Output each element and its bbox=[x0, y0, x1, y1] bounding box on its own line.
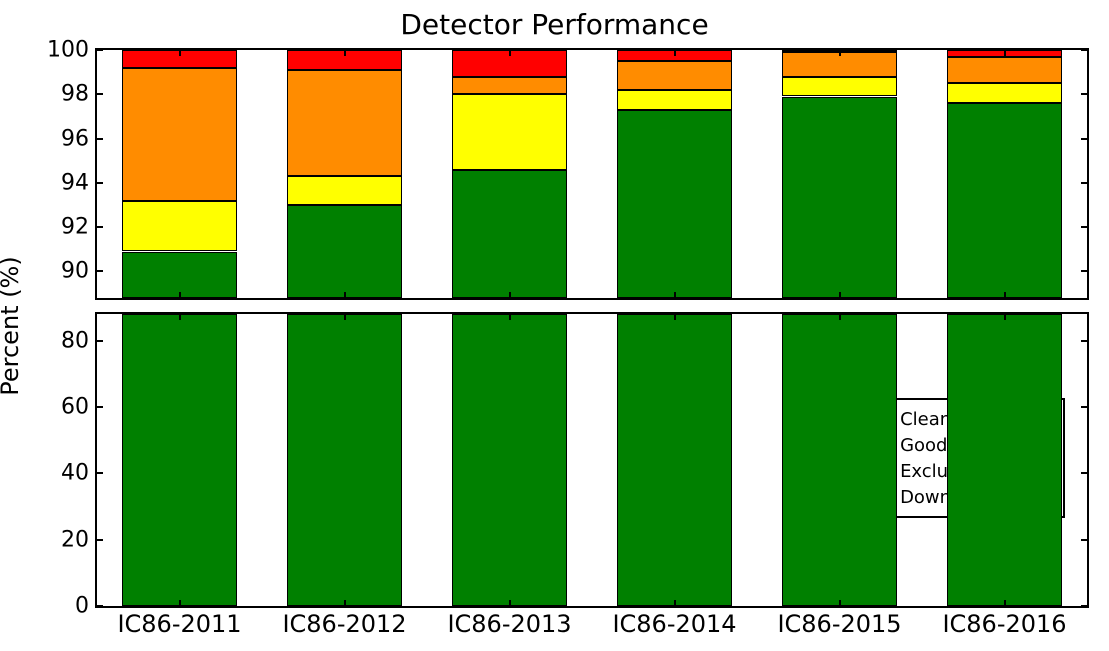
bar-segment-good bbox=[947, 83, 1063, 103]
bar-segment-clean bbox=[287, 205, 403, 298]
x-tick-label: IC86-2011 bbox=[117, 606, 241, 638]
x-tick-mark bbox=[344, 48, 346, 56]
y-tick-mark bbox=[1081, 472, 1089, 474]
y-tick-mark bbox=[95, 226, 103, 228]
x-tick-mark bbox=[179, 48, 181, 56]
x-tick-mark bbox=[839, 48, 841, 56]
x-tick-mark bbox=[179, 600, 181, 608]
bar-segment-clean bbox=[947, 103, 1063, 298]
x-tick-mark bbox=[839, 312, 841, 320]
y-tick-mark bbox=[1081, 93, 1089, 95]
x-tick-mark bbox=[344, 292, 346, 300]
y-tick-mark bbox=[95, 539, 103, 541]
bar-segment-excluded bbox=[452, 77, 568, 95]
y-tick-mark bbox=[1081, 49, 1089, 51]
y-tick-mark bbox=[95, 340, 103, 342]
y-tick-label: 100 bbox=[47, 38, 97, 63]
y-tick-mark bbox=[95, 182, 103, 184]
y-tick-label: 60 bbox=[61, 394, 97, 419]
x-tick-mark bbox=[509, 600, 511, 608]
x-tick-label: IC86-2016 bbox=[942, 606, 1066, 638]
bar-segment-clean bbox=[782, 314, 898, 606]
x-tick-mark bbox=[839, 292, 841, 300]
x-tick-mark bbox=[839, 600, 841, 608]
y-tick-mark bbox=[95, 406, 103, 408]
bar-segment-clean bbox=[617, 110, 733, 298]
bar-segment-excluded bbox=[617, 61, 733, 90]
bar-segment-clean bbox=[617, 314, 733, 606]
chart-container: Detector Performance Percent (%) 9092949… bbox=[0, 0, 1109, 651]
y-tick-label: 94 bbox=[61, 170, 97, 195]
bottom-panel: Clean UptimeGood UptimeExcluded UptimeDo… bbox=[95, 312, 1089, 608]
bar-segment-good bbox=[452, 94, 568, 169]
chart-title: Detector Performance bbox=[0, 8, 1109, 41]
bar-segment-good bbox=[617, 90, 733, 110]
y-tick-mark bbox=[95, 93, 103, 95]
x-tick-mark bbox=[344, 312, 346, 320]
x-tick-label: IC86-2013 bbox=[447, 606, 571, 638]
x-tick-mark bbox=[1004, 600, 1006, 608]
y-tick-mark bbox=[1081, 270, 1089, 272]
top-panel: 9092949698100 bbox=[95, 48, 1089, 300]
bar-segment-clean bbox=[452, 314, 568, 606]
x-tick-mark bbox=[509, 292, 511, 300]
y-tick-label: 80 bbox=[61, 328, 97, 353]
bar-segment-clean bbox=[452, 170, 568, 298]
x-tick-label: IC86-2014 bbox=[612, 606, 736, 638]
x-tick-mark bbox=[674, 48, 676, 56]
x-tick-mark bbox=[179, 292, 181, 300]
y-tick-label: 0 bbox=[75, 594, 97, 619]
y-tick-mark bbox=[1081, 138, 1089, 140]
x-tick-label: IC86-2012 bbox=[282, 606, 406, 638]
y-axis-label: Percent (%) bbox=[0, 256, 24, 395]
bar-segment-excluded bbox=[947, 57, 1063, 84]
y-tick-label: 40 bbox=[61, 461, 97, 486]
bar-segment-clean bbox=[122, 314, 238, 606]
y-tick-mark bbox=[95, 472, 103, 474]
x-tick-mark bbox=[1004, 48, 1006, 56]
y-tick-mark bbox=[1081, 340, 1089, 342]
bar-segment-clean bbox=[947, 314, 1063, 606]
y-tick-mark bbox=[95, 138, 103, 140]
x-tick-mark bbox=[674, 600, 676, 608]
y-tick-mark bbox=[1081, 226, 1089, 228]
bar-segment-good bbox=[782, 77, 898, 97]
x-tick-mark bbox=[1004, 292, 1006, 300]
y-tick-label: 98 bbox=[61, 82, 97, 107]
bar-segment-clean bbox=[782, 97, 898, 299]
bar-segment-good bbox=[287, 176, 403, 205]
y-tick-label: 96 bbox=[61, 126, 97, 151]
y-tick-mark bbox=[1081, 182, 1089, 184]
x-tick-mark bbox=[674, 292, 676, 300]
y-tick-mark bbox=[95, 49, 103, 51]
x-tick-mark bbox=[344, 600, 346, 608]
x-tick-mark bbox=[509, 48, 511, 56]
x-tick-mark bbox=[674, 312, 676, 320]
y-tick-mark bbox=[95, 605, 103, 607]
x-tick-mark bbox=[1004, 312, 1006, 320]
y-tick-mark bbox=[95, 270, 103, 272]
x-tick-mark bbox=[179, 312, 181, 320]
y-tick-mark bbox=[1081, 539, 1089, 541]
y-tick-mark bbox=[1081, 605, 1089, 607]
y-tick-label: 92 bbox=[61, 215, 97, 240]
bar-segment-excluded bbox=[287, 70, 403, 176]
y-tick-label: 20 bbox=[61, 527, 97, 552]
y-tick-label: 90 bbox=[61, 259, 97, 284]
bar-segment-good bbox=[122, 201, 238, 252]
x-tick-label: IC86-2015 bbox=[777, 606, 901, 638]
bar-segment-excluded bbox=[122, 68, 238, 201]
bar-segment-clean bbox=[287, 314, 403, 606]
y-tick-mark bbox=[1081, 406, 1089, 408]
x-tick-mark bbox=[509, 312, 511, 320]
